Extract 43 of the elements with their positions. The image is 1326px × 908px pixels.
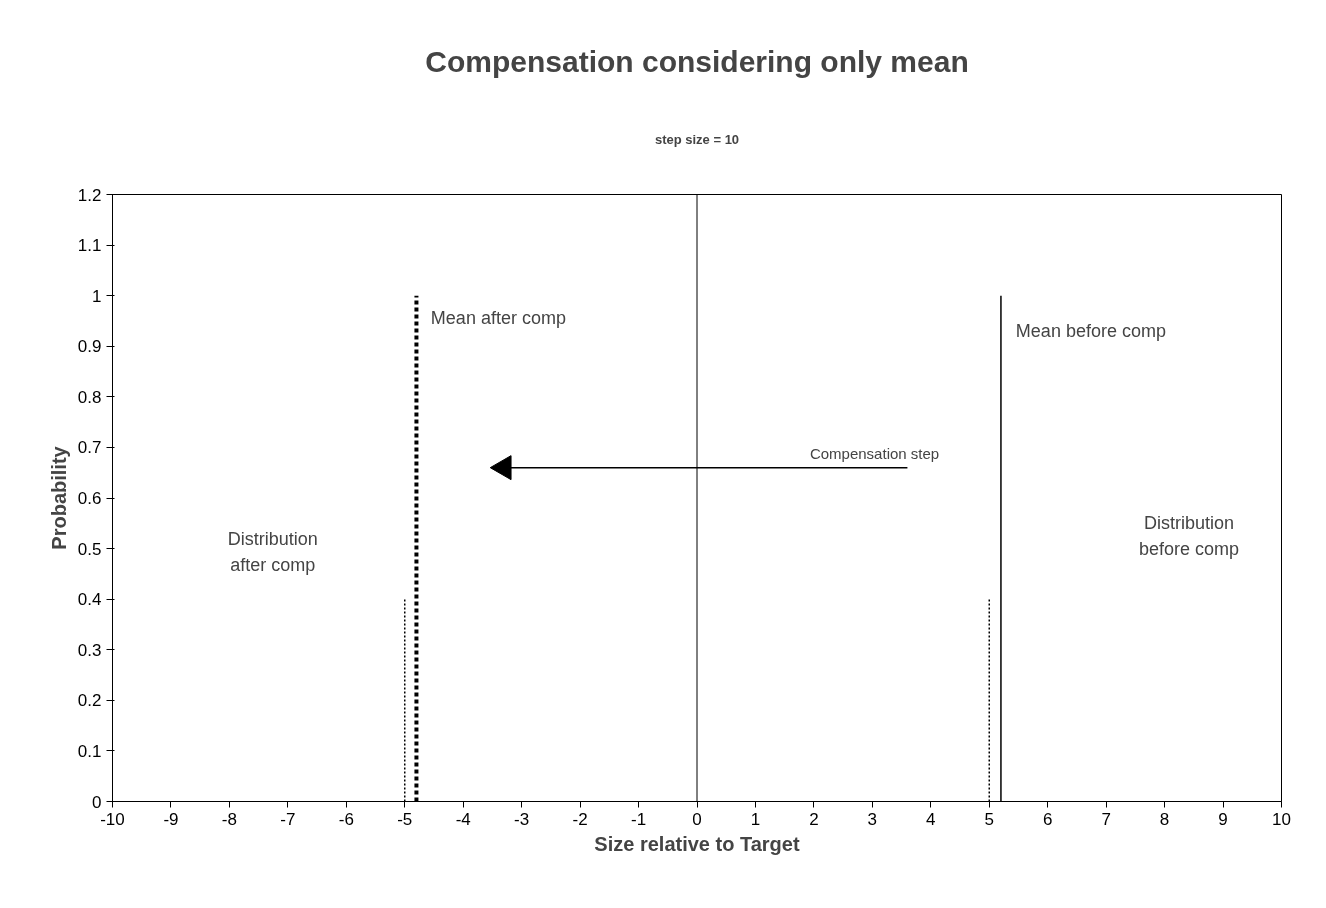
annotation: Distribution after comp bbox=[227, 528, 318, 575]
chart-subtitle: step size = 10 bbox=[654, 132, 740, 147]
y-tick-label: 0.8 bbox=[77, 387, 102, 407]
x-tick-label: 3 bbox=[867, 809, 878, 829]
annotation: Mean before comp bbox=[1015, 320, 1166, 341]
x-tick-label: 8 bbox=[1159, 809, 1170, 829]
x-tick-label: -7 bbox=[280, 809, 296, 829]
x-tick-label: -3 bbox=[514, 809, 530, 829]
y-axis-title: Probability bbox=[47, 445, 70, 550]
y-tick-label: 0.6 bbox=[77, 489, 102, 508]
x-tick-label: 5 bbox=[984, 809, 994, 829]
chart-title: Compensation considering only mean bbox=[425, 44, 969, 78]
x-tick-label: 10 bbox=[1272, 809, 1291, 829]
annotation: Compensation step bbox=[809, 444, 940, 462]
x-tick-label: -9 bbox=[163, 809, 179, 829]
y-tick-label: 0.2 bbox=[77, 691, 102, 711]
y-tick-label: 0.5 bbox=[77, 539, 102, 559]
x-tick-label: 7 bbox=[1101, 809, 1111, 829]
y-tick-label: 1.1 bbox=[77, 236, 102, 256]
y-tick-label: 0.4 bbox=[77, 590, 102, 610]
x-tick-label: 6 bbox=[1042, 809, 1053, 829]
annotation: Mean after comp bbox=[430, 307, 566, 328]
x-tick-label: -2 bbox=[572, 809, 588, 829]
x-tick-label: -4 bbox=[455, 809, 471, 829]
y-tick-label: 0 bbox=[92, 792, 102, 812]
y-tick-label: 0.7 bbox=[77, 438, 102, 458]
x-tick-label: 0 bbox=[692, 809, 702, 829]
x-tick-label: 1 bbox=[750, 809, 761, 829]
y-tick-label: 0.1 bbox=[77, 741, 102, 761]
y-tick-label: 0.3 bbox=[77, 640, 102, 660]
x-tick-label: 9 bbox=[1218, 809, 1228, 829]
x-tick-label: 4 bbox=[926, 809, 936, 829]
x-tick-label: -10 bbox=[100, 809, 125, 829]
annotation: Distribution before comp bbox=[1138, 513, 1240, 559]
x-tick-label: -1 bbox=[630, 809, 647, 829]
x-tick-label: 2 bbox=[809, 809, 819, 829]
x-tick-label: -5 bbox=[397, 809, 413, 829]
y-tick-label: 1.2 bbox=[77, 185, 102, 205]
x-tick-label: -6 bbox=[338, 809, 354, 829]
x-tick-label: -8 bbox=[221, 809, 237, 829]
x-axis-title: Size relative to Target bbox=[594, 832, 800, 855]
y-tick-label: 0.9 bbox=[77, 337, 102, 357]
y-tick-label: 1 bbox=[92, 286, 102, 306]
